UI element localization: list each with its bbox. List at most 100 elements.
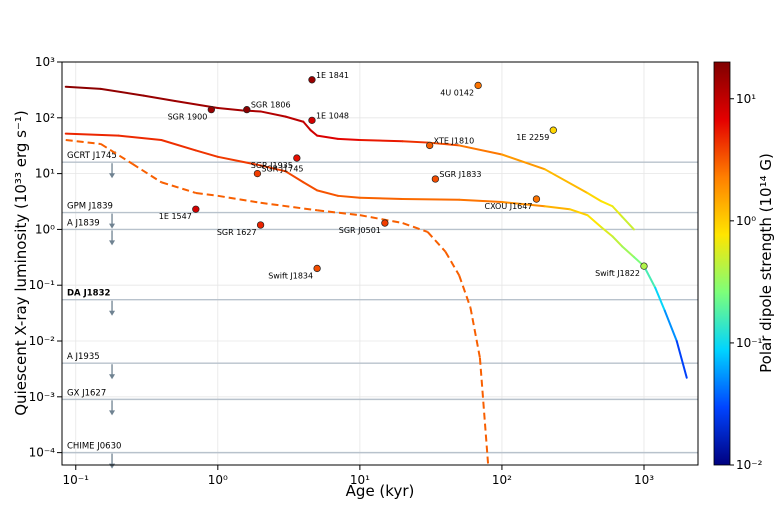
track-segment [131, 162, 162, 184]
source-label: SGR J1745 [261, 165, 303, 174]
y-tick-label: 10⁻¹ [29, 278, 56, 292]
upper-limit-arrowhead [109, 173, 116, 179]
y-tick-label: 10² [35, 111, 55, 125]
track-segment [65, 139, 101, 145]
colorbar-gradient [713, 61, 731, 466]
upper-limit-arrowhead [109, 240, 116, 246]
track-segment [663, 309, 678, 343]
track-segment [620, 215, 635, 231]
upper-limit-arrowhead [109, 410, 116, 416]
source-label: SGR J1935 [251, 161, 293, 170]
plot-frame [61, 61, 699, 466]
track-segment [117, 134, 163, 142]
track-segment [586, 191, 603, 203]
colorbar-tick-label: 10⁻² [736, 458, 763, 472]
source-label: 1E 1048 [316, 111, 349, 120]
track-segment [426, 141, 461, 147]
track-segment [642, 265, 657, 289]
source-marker [640, 262, 648, 270]
model-tracks [64, 85, 688, 465]
track-segment [675, 340, 688, 379]
source-markers: 1E 1841 4U 0142 SGR 1806 SGR 1900 1E 1048 1E … [159, 71, 648, 280]
track-segment [64, 85, 102, 90]
track-segment [260, 201, 318, 212]
track-segment [160, 181, 197, 194]
track-segment [478, 357, 490, 465]
track-segment [99, 87, 145, 97]
track-segment [611, 205, 623, 218]
track-segment [543, 168, 589, 194]
track-segment [500, 200, 546, 208]
colorbar-tick-label: 10⁰ [736, 214, 756, 228]
colorbar-tick-label: 10⁻¹ [736, 336, 763, 350]
track-segment [586, 214, 603, 229]
track-segment [401, 198, 461, 201]
track-segment [469, 307, 481, 358]
source-label: 1E 1547 [159, 212, 192, 221]
track-segment [426, 231, 447, 253]
colorbar-label: Polar dipole strength (10¹⁴ G) [757, 153, 775, 373]
x-tick-label: 10⁰ [208, 473, 228, 487]
source-label: 1E 1841 [316, 71, 349, 80]
upper-limit-label: GX J1627 [67, 388, 106, 398]
track-segment [359, 214, 403, 225]
track-segment [600, 200, 614, 208]
source-label: SGR J1833 [439, 170, 481, 179]
upper-limit-label: CHIME J0630 [67, 442, 121, 452]
track-segment [309, 129, 319, 137]
upper-limit-arrowhead [109, 463, 116, 469]
source-marker [549, 126, 557, 134]
source-label: SGR 1627 [217, 228, 257, 237]
source-marker [474, 81, 482, 90]
track-segment [654, 286, 666, 312]
track-segment [259, 164, 287, 173]
source-label: Swift J1822 [595, 269, 640, 278]
source-marker [308, 76, 316, 84]
track-segment [543, 205, 571, 211]
x-tick-label: 10³ [634, 473, 654, 487]
track-segment [358, 139, 404, 143]
y-tick-label: 10³ [35, 55, 55, 69]
track-segment [195, 191, 218, 197]
upper-limit-arrowhead [109, 374, 116, 380]
track-segment [316, 189, 339, 197]
track-segment [444, 251, 461, 276]
source-marker [293, 154, 301, 162]
source-marker [243, 105, 251, 114]
track-segment [316, 134, 339, 140]
upper-limit-label: GCRT J1745 [67, 151, 117, 161]
upper-limit-label: GPM J1839 [67, 202, 113, 212]
track-segment [402, 222, 428, 233]
track-segment [568, 208, 589, 217]
track-segment [336, 194, 361, 199]
colorbar: 10¹ 10⁰ 10⁻¹ 10⁻² [713, 61, 763, 472]
source-label: Swift J1834 [268, 271, 313, 280]
grid-lines [62, 61, 698, 465]
source-marker [192, 205, 200, 213]
upper-limit-label: A J1839 [67, 218, 100, 228]
source-label: 4U 0142 [440, 88, 474, 97]
track-segment [401, 140, 429, 144]
y-tick-label: 10¹ [35, 167, 55, 181]
track-segment [142, 94, 177, 103]
colorbar-tick-label: 10¹ [736, 92, 756, 106]
x-tick-label: 10⁻¹ [63, 473, 90, 487]
track-segment [458, 198, 503, 203]
track-segment [611, 235, 623, 248]
track-segment [160, 139, 197, 152]
x-tick-label: 10¹ [350, 473, 370, 487]
source-label: SGR 1900 [168, 113, 208, 122]
y-tick-label: 10⁻⁴ [29, 446, 56, 460]
y-tick-label: 10⁰ [35, 222, 55, 236]
track-segment [458, 275, 472, 308]
source-marker [431, 175, 440, 183]
track-segment [302, 120, 312, 132]
upper-limit-arrowhead [109, 223, 116, 229]
source-marker [253, 169, 262, 178]
source-label: XTE J1810 [434, 136, 475, 145]
track-segment [284, 170, 305, 184]
axis-ticks: 10⁻¹ 10⁰ 10¹ 10² 10³ 10⁻⁴ 10⁻³ 10⁻² 10⁻¹ 10⁰ 10¹ 10… [29, 55, 655, 487]
y-tick-label: 10⁻³ [29, 390, 56, 404]
track-segment [259, 110, 287, 118]
